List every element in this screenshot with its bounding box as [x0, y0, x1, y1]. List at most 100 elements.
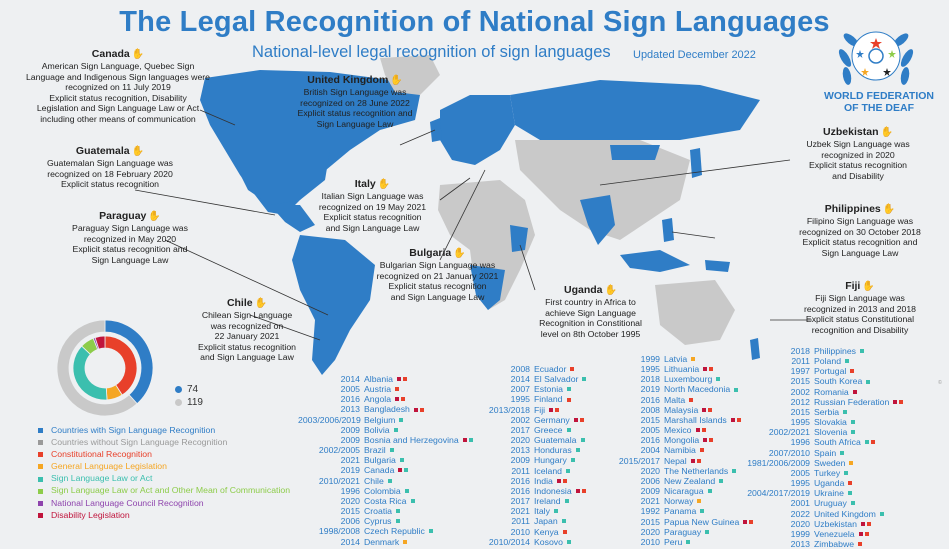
legend-item: National Language Council Recognition — [38, 497, 290, 509]
country-row: 1995 Uganda — [740, 478, 903, 488]
country-name: Hungary — [534, 455, 567, 466]
country-year: 2016 — [640, 435, 660, 446]
country-name: Sweden — [814, 457, 846, 468]
country-year: 2015 — [640, 414, 660, 425]
legend-item: Countries with Sign Language Recognition — [38, 424, 290, 436]
hand-icon: ✋ — [604, 285, 617, 296]
country-year: 1999 — [640, 354, 660, 364]
country-year: 2017 — [510, 496, 530, 507]
recognition-mark-constitutional — [555, 407, 560, 412]
country-row: 2007/2010 Spain — [740, 448, 903, 458]
callout-line: Explicit status recognition — [808, 160, 908, 171]
callout-paraguay: Paraguay ✋ Paraguay Sign Language was rec… — [60, 210, 200, 265]
country-year: 2015 — [790, 406, 810, 417]
recognition-mark-constitutional — [579, 417, 584, 422]
recognition-type-marks — [393, 394, 406, 404]
callout-line: recognized on 28 June 2022 — [300, 97, 410, 108]
recognition-mark-constitutional — [699, 448, 704, 453]
recognition-mark-sl_law — [580, 438, 585, 443]
country-name: Bolivia — [364, 424, 390, 435]
legend-swatch — [38, 464, 43, 470]
country-row: 2016 India — [478, 476, 586, 486]
uk-landmass — [430, 118, 442, 142]
png-landmass — [705, 260, 730, 272]
country-row: 1992 Panama — [606, 506, 753, 516]
country-year: 1997 — [790, 366, 810, 377]
recognition-type-marks — [698, 506, 705, 516]
country-year: 2006 — [640, 475, 660, 486]
recognition-type-marks — [461, 435, 473, 445]
se-asia-islands — [620, 250, 690, 272]
country-row: 2008 Ecuador — [478, 364, 586, 374]
callout-bulgaria-name: Bulgaria — [409, 247, 452, 259]
africa-landmass — [438, 180, 535, 310]
country-row: 2013 Zimbabwe — [740, 539, 903, 549]
country-name: South Africa — [814, 437, 861, 448]
recognition-mark-disability — [858, 531, 863, 536]
not-recognized-dot — [175, 398, 182, 406]
recognition-type-marks — [849, 417, 855, 427]
recognition-type-marks — [843, 356, 850, 366]
recognition-type-marks — [412, 404, 424, 414]
country-name: Mongolia — [664, 435, 700, 446]
country-row: 2019 North Macedonia — [606, 384, 753, 394]
callout-line: recognized on 21 January 2021 — [376, 270, 499, 281]
recognition-type-marks — [388, 445, 394, 455]
country-row: 1999 Latvia — [606, 354, 753, 364]
recognition-type-marks — [846, 488, 852, 498]
country-row: 2002 Romania — [740, 387, 903, 397]
philippines-landmass — [662, 218, 674, 242]
country-name: Turkey — [814, 467, 841, 478]
recognition-type-marks — [560, 516, 566, 526]
country-year: 2016 — [340, 394, 360, 405]
country-name: Slovenia — [814, 427, 848, 438]
country-name: Honduras — [534, 445, 572, 456]
country-year: 2015/2017 — [618, 455, 660, 466]
country-row: 2014 Denmark — [298, 537, 473, 547]
country-name: Paraguay — [664, 526, 702, 537]
count-recognized-value: 74 — [187, 384, 199, 395]
callout-italy-name: Italy — [354, 178, 376, 190]
recognition-mark-disability — [690, 458, 695, 463]
callout-line: level on 8th October 1995 — [540, 328, 641, 339]
recognition-type-marks — [701, 435, 714, 445]
callout-fiji-name: Fiji — [845, 280, 861, 292]
country-name: Kosovo — [534, 536, 563, 547]
india-landmass — [580, 195, 615, 245]
recognition-type-marks — [863, 437, 875, 447]
recognition-type-marks — [847, 458, 854, 468]
legend-label: Countries with Sign Language Recognition — [51, 425, 216, 435]
callout-chile: Chile ✋ Chilean Sign Language was recogni… — [192, 297, 302, 363]
legend-label: Disability Legislation — [51, 509, 130, 520]
country-name: Mexico — [664, 425, 692, 436]
recognition-type-marks — [689, 354, 696, 364]
recognition-mark-constitutional — [401, 397, 406, 402]
recognition-type-marks — [395, 374, 407, 384]
hand-icon: ✋ — [882, 204, 896, 215]
recognition-type-marks — [393, 384, 400, 394]
usa-landmass — [235, 150, 330, 205]
country-name: Ukraine — [814, 488, 844, 499]
legend-label: General Language Legislation — [51, 461, 167, 472]
recognition-type-marks — [394, 506, 401, 516]
country-name: Costa Rica — [364, 495, 407, 506]
country-year: 2005 — [640, 425, 660, 436]
country-name: Bangladesh — [364, 404, 410, 415]
recognition-mark-disability — [703, 438, 708, 443]
recognition-mark-sl_law — [734, 387, 739, 392]
recognition-mark-sl_law — [840, 450, 845, 455]
recognition-mark-sl_law — [850, 420, 855, 425]
country-row: 2009 Nicaragua — [606, 486, 753, 496]
recognition-mark-sl_law — [570, 458, 575, 463]
recognition-type-marks — [394, 516, 400, 526]
recognition-mark-disability — [575, 488, 580, 493]
country-row: 2017 Ireland — [478, 496, 586, 506]
callout-uk-name: United Kingdom — [307, 74, 389, 86]
recognition-mark-general_law — [691, 357, 696, 362]
recognition-type-marks — [398, 455, 404, 465]
country-row: 2020 Uzbekistan — [740, 519, 903, 529]
hand-icon: ✋ — [390, 75, 403, 86]
legend: Countries with Sign Language Recognition… — [38, 424, 290, 521]
callout-line: First country in Africa to — [545, 297, 636, 307]
recognition-type-marks — [565, 537, 571, 547]
